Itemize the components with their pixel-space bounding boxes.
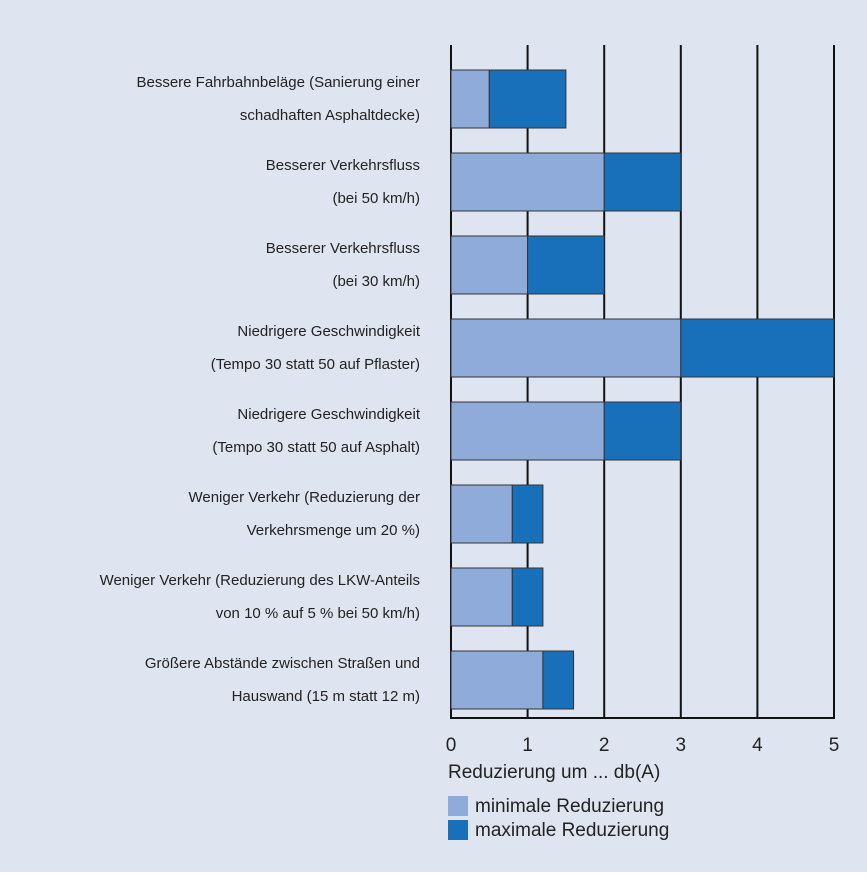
legend-swatch [448, 820, 468, 840]
category-label: schadhaften Asphaltdecke) [240, 107, 420, 124]
legend-label: maximale Reduzierung [475, 820, 669, 841]
category-label: Größere Abstände zwischen Straßen und [145, 655, 420, 672]
x-tick-label: 0 [446, 735, 457, 756]
bar-segment [450, 69, 490, 129]
bar-segment [450, 567, 513, 627]
x-tick-label: 2 [599, 735, 610, 756]
bar-segment [511, 567, 544, 627]
x-axis-title: Reduzierung um ... db(A) [448, 762, 660, 783]
bar-segment [603, 152, 682, 212]
bar-segment [527, 235, 605, 295]
category-label: (bei 30 km/h) [332, 273, 420, 290]
bar-segment [450, 484, 513, 544]
bar-segment [450, 650, 544, 710]
x-tick-label: 3 [676, 735, 687, 756]
category-label: Bessere Fahrbahnbeläge (Sanierung einer [136, 74, 420, 91]
x-tick-label: 1 [522, 735, 533, 756]
category-label: Verkehrsmenge um 20 %) [247, 522, 420, 539]
bar-segment [511, 484, 544, 544]
bar-segment [488, 69, 567, 129]
category-label: Hauswand (15 m statt 12 m) [232, 688, 420, 705]
legend-label: minimale Reduzierung [475, 796, 664, 817]
legend-swatch [448, 796, 468, 816]
bar-segment [680, 318, 835, 378]
bar-segment [542, 650, 575, 710]
category-label: Besserer Verkehrsfluss [266, 240, 420, 257]
bar-segment [450, 235, 529, 295]
category-label: Niedrigere Geschwindigkeit [237, 406, 420, 423]
category-label: von 10 % auf 5 % bei 50 km/h) [216, 605, 420, 622]
category-label: (Tempo 30 statt 50 auf Pflaster) [211, 356, 420, 373]
category-label: Weniger Verkehr (Reduzierung des LKW-Ant… [100, 572, 420, 589]
bar-segment [450, 401, 605, 461]
category-label: Niedrigere Geschwindigkeit [237, 323, 420, 340]
category-label: Weniger Verkehr (Reduzierung der [188, 489, 420, 506]
bar-segment [450, 152, 605, 212]
category-label: Besserer Verkehrsfluss [266, 157, 420, 174]
bar-segment [603, 401, 682, 461]
x-tick-label: 4 [752, 735, 763, 756]
x-tick-label: 5 [829, 735, 840, 756]
category-label: (bei 50 km/h) [332, 190, 420, 207]
bar-segment [450, 318, 682, 378]
category-label: (Tempo 30 statt 50 auf Asphalt) [212, 439, 420, 456]
